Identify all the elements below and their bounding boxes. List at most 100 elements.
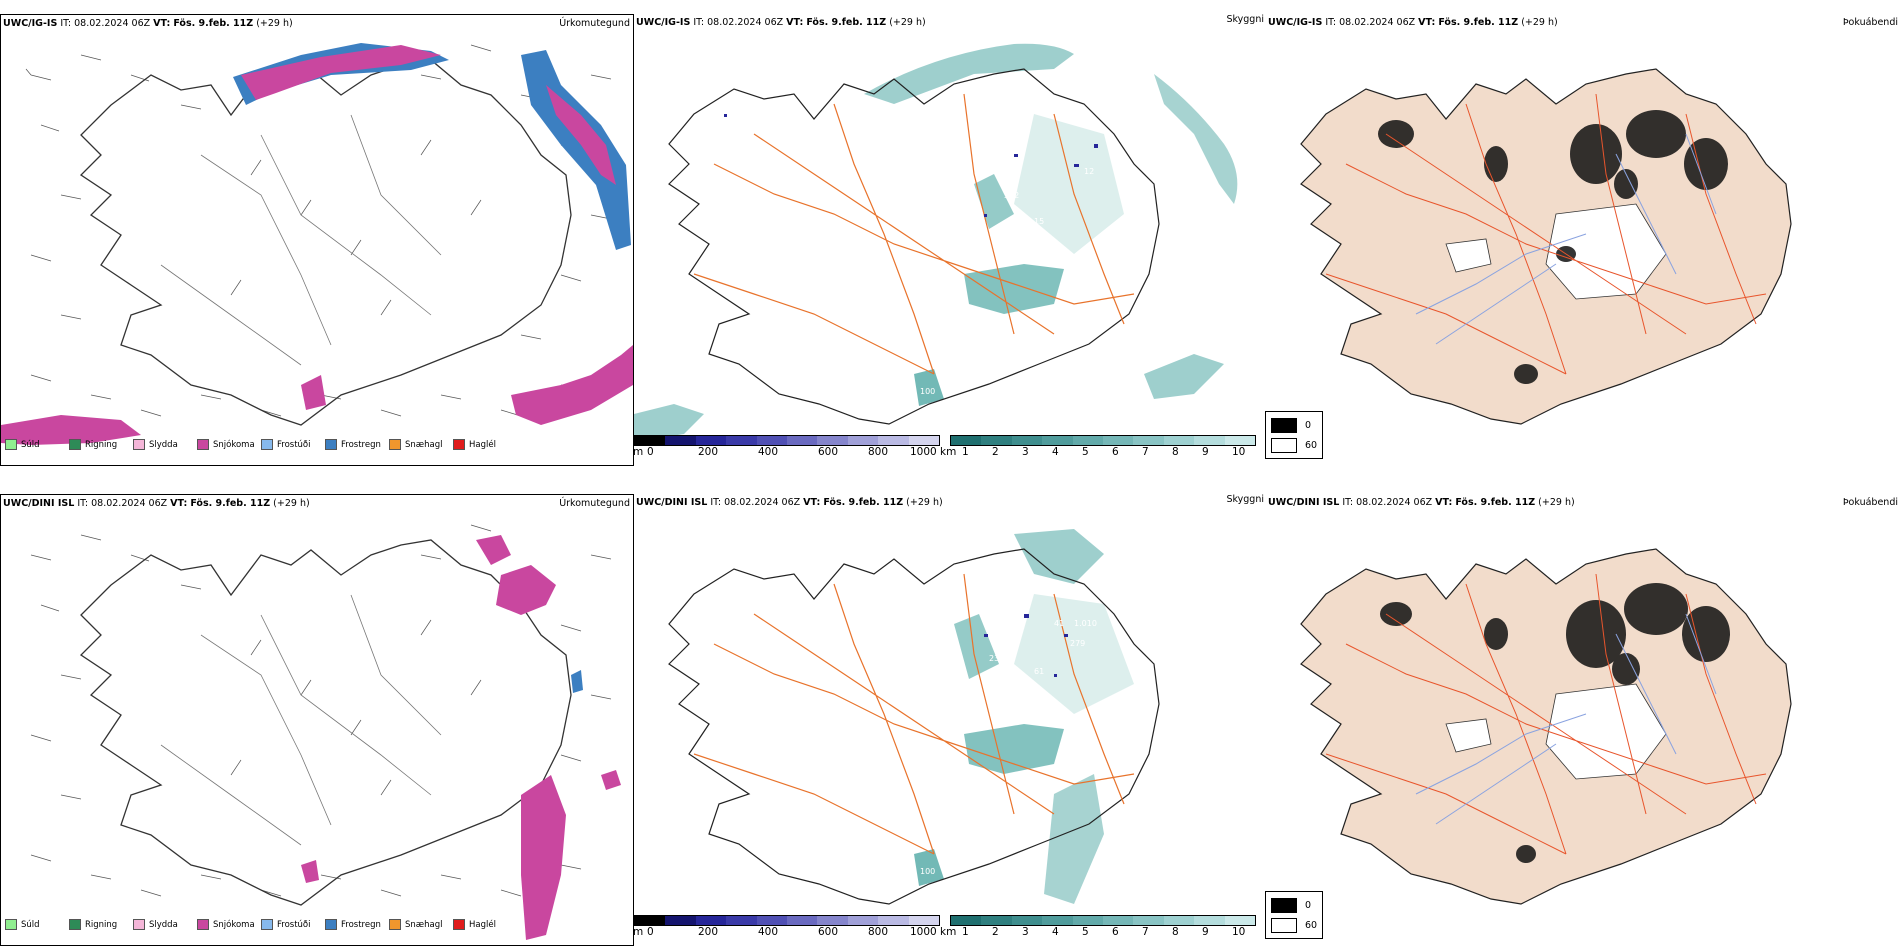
land-fill bbox=[1300, 68, 1792, 425]
visibility-tick: 6 bbox=[1112, 926, 1119, 938]
fog-scale-low: 60 bbox=[1271, 438, 1317, 453]
precip-panel-top: UWC/IG-IS IT: 08.02.2024 06Z VT: Fös. 9.… bbox=[0, 14, 634, 466]
legend-item-snjokoma: Snjókoma bbox=[197, 919, 261, 930]
fog-scale-bottom: 0 60 bbox=[1265, 891, 1323, 939]
cloud-label: 31 bbox=[1014, 619, 1024, 628]
fog-scale-high: 0 bbox=[1271, 418, 1311, 433]
it-label: IT: bbox=[710, 497, 722, 508]
cloud-label: 312 bbox=[1004, 191, 1019, 200]
fog-swatch-low bbox=[1271, 438, 1297, 453]
cloud-base-tick: 800 bbox=[868, 926, 889, 938]
lead-time: (+29 h) bbox=[256, 18, 293, 29]
legend-label: Frostregn bbox=[341, 439, 381, 450]
visibility-tick: 4 bbox=[1052, 926, 1059, 938]
legend-item-sudd: Súld bbox=[5, 439, 69, 450]
cloud-base-tick: 1000 bbox=[910, 446, 937, 458]
cloud-base-tick: 400 bbox=[758, 926, 779, 938]
precip-legend-bottom: Súld Rigning Slydda Snjókoma Frostúði Fr… bbox=[5, 919, 517, 930]
cloud-title-top: Skyggni bbox=[1226, 14, 1264, 25]
visibility-bar bbox=[950, 435, 1256, 446]
legend-label: Haglél bbox=[469, 919, 496, 930]
legend-item-snjokoma: Snjókoma bbox=[197, 439, 261, 450]
lead-time: (+29 h) bbox=[1538, 497, 1575, 508]
legend-swatch bbox=[133, 919, 145, 930]
snow-area bbox=[241, 45, 441, 100]
precip-title-bottom: Úrkomutegund bbox=[559, 498, 630, 509]
cloud-panel-bottom: 232 8 31 41 1.010 279 61 70 100 UWC/DINI… bbox=[634, 494, 1264, 946]
fog-swatch-low bbox=[1271, 918, 1297, 933]
it-label: IT: bbox=[1325, 17, 1337, 28]
cloud-base-tick: 400 bbox=[758, 446, 779, 458]
it-label: IT: bbox=[60, 18, 72, 29]
legend-item-slydda: Slydda bbox=[133, 439, 197, 450]
precip-legend-top: Súld Rigning Slydda Snjókoma Frostúði Fr… bbox=[5, 439, 517, 450]
vt-value: Fös. 9.feb. 11Z bbox=[806, 17, 887, 28]
legend-item-rigning: Rigning bbox=[69, 919, 133, 930]
cloud-base-tick: 200 bbox=[698, 926, 719, 938]
visibility-tick: 5 bbox=[1082, 926, 1089, 938]
precip-header-top: UWC/IG-IS IT: 08.02.2024 06Z VT: Fös. 9.… bbox=[3, 18, 293, 29]
legend-item-frostudi: Frostúði bbox=[261, 919, 325, 930]
cloud-base-tick: 800 bbox=[868, 446, 889, 458]
precip-header-bottom: UWC/DINI ISL IT: 08.02.2024 06Z VT: Fös.… bbox=[3, 498, 310, 509]
wind-barbs bbox=[30, 524, 612, 897]
river-network bbox=[1415, 613, 1717, 825]
legend-label: Rigning bbox=[85, 919, 118, 930]
lead-time: (+29 h) bbox=[273, 498, 310, 509]
snow-south bbox=[511, 345, 633, 425]
fog-dark-areas bbox=[1378, 110, 1728, 384]
it-value: 08.02.2024 06Z bbox=[91, 498, 168, 509]
cloud-panel-top: 312 12 15 1 100 UWC/IG-IS IT: 08.02.2024… bbox=[634, 14, 1264, 466]
cloud-base-tick: 600 bbox=[818, 926, 839, 938]
legend-swatch bbox=[69, 439, 81, 450]
vt-value: Fös. 9.feb. 11Z bbox=[173, 18, 254, 29]
river-network bbox=[1415, 133, 1717, 345]
vt-value: Fös. 9.feb. 11Z bbox=[1455, 497, 1536, 508]
visibility-tick: 8 bbox=[1172, 446, 1179, 458]
legend-swatch bbox=[133, 439, 145, 450]
visibility-unit: km bbox=[940, 926, 957, 938]
visibility-tick: 6 bbox=[1112, 446, 1119, 458]
road-network bbox=[1325, 93, 1767, 375]
cloud-base-bar bbox=[634, 435, 940, 446]
iceland-outline bbox=[668, 548, 1160, 905]
visibility-tick: 8 bbox=[1172, 926, 1179, 938]
cloud-base-tick: 0 bbox=[647, 446, 654, 458]
cloud-label: 12 bbox=[1084, 167, 1094, 176]
fog-dark-areas bbox=[1380, 583, 1730, 863]
legend-item-haglel: Haglél bbox=[453, 439, 517, 450]
visibility-bar bbox=[950, 915, 1256, 926]
it-label: IT: bbox=[1342, 497, 1354, 508]
land-fill bbox=[1300, 548, 1792, 905]
fog-label-low: 60 bbox=[1305, 920, 1318, 931]
legend-label: Súld bbox=[21, 439, 40, 450]
it-value: 08.02.2024 06Z bbox=[1356, 497, 1433, 508]
legend-swatch bbox=[453, 919, 465, 930]
vt-value: Fös. 9.feb. 11Z bbox=[823, 497, 904, 508]
legend-swatch bbox=[5, 439, 17, 450]
cloud-map-top: 312 12 15 1 100 bbox=[634, 43, 1238, 442]
legend-swatch bbox=[69, 919, 81, 930]
cloud-label: 279 bbox=[1070, 639, 1085, 648]
vt-label: VT: bbox=[786, 17, 804, 28]
it-value: 08.02.2024 06Z bbox=[1339, 17, 1416, 28]
vt-value: Fös. 9.feb. 11Z bbox=[1438, 17, 1519, 28]
fog-panel-top: UWC/IG-IS IT: 08.02.2024 06Z VT: Fös. 9.… bbox=[1266, 14, 1900, 466]
precip-map-top bbox=[1, 43, 633, 445]
cloud-label: 100 bbox=[920, 867, 935, 876]
it-value: 08.02.2024 06Z bbox=[707, 17, 784, 28]
model-name: UWC/IG-IS bbox=[3, 18, 58, 29]
visibility-tick: 2 bbox=[992, 926, 999, 938]
visibility-tick: 1 bbox=[962, 926, 969, 938]
fog-scale-low: 60 bbox=[1271, 918, 1317, 933]
fog-map-top bbox=[1300, 68, 1792, 425]
precip-panel-bottom: UWC/DINI ISL IT: 08.02.2024 06Z VT: Fös.… bbox=[0, 494, 634, 946]
legend-label: Haglél bbox=[469, 439, 496, 450]
model-name: UWC/DINI ISL bbox=[1268, 497, 1340, 508]
lead-time: (+29 h) bbox=[1521, 17, 1558, 28]
vt-label: VT: bbox=[1418, 17, 1436, 28]
legend-label: Frostúði bbox=[277, 919, 311, 930]
it-value: 08.02.2024 06Z bbox=[74, 18, 151, 29]
cloud-colorbars-top: m 0 200 400 600 800 1000 km 1 2 3 4 5 6 … bbox=[634, 435, 1264, 465]
iceland-outline bbox=[79, 59, 572, 426]
